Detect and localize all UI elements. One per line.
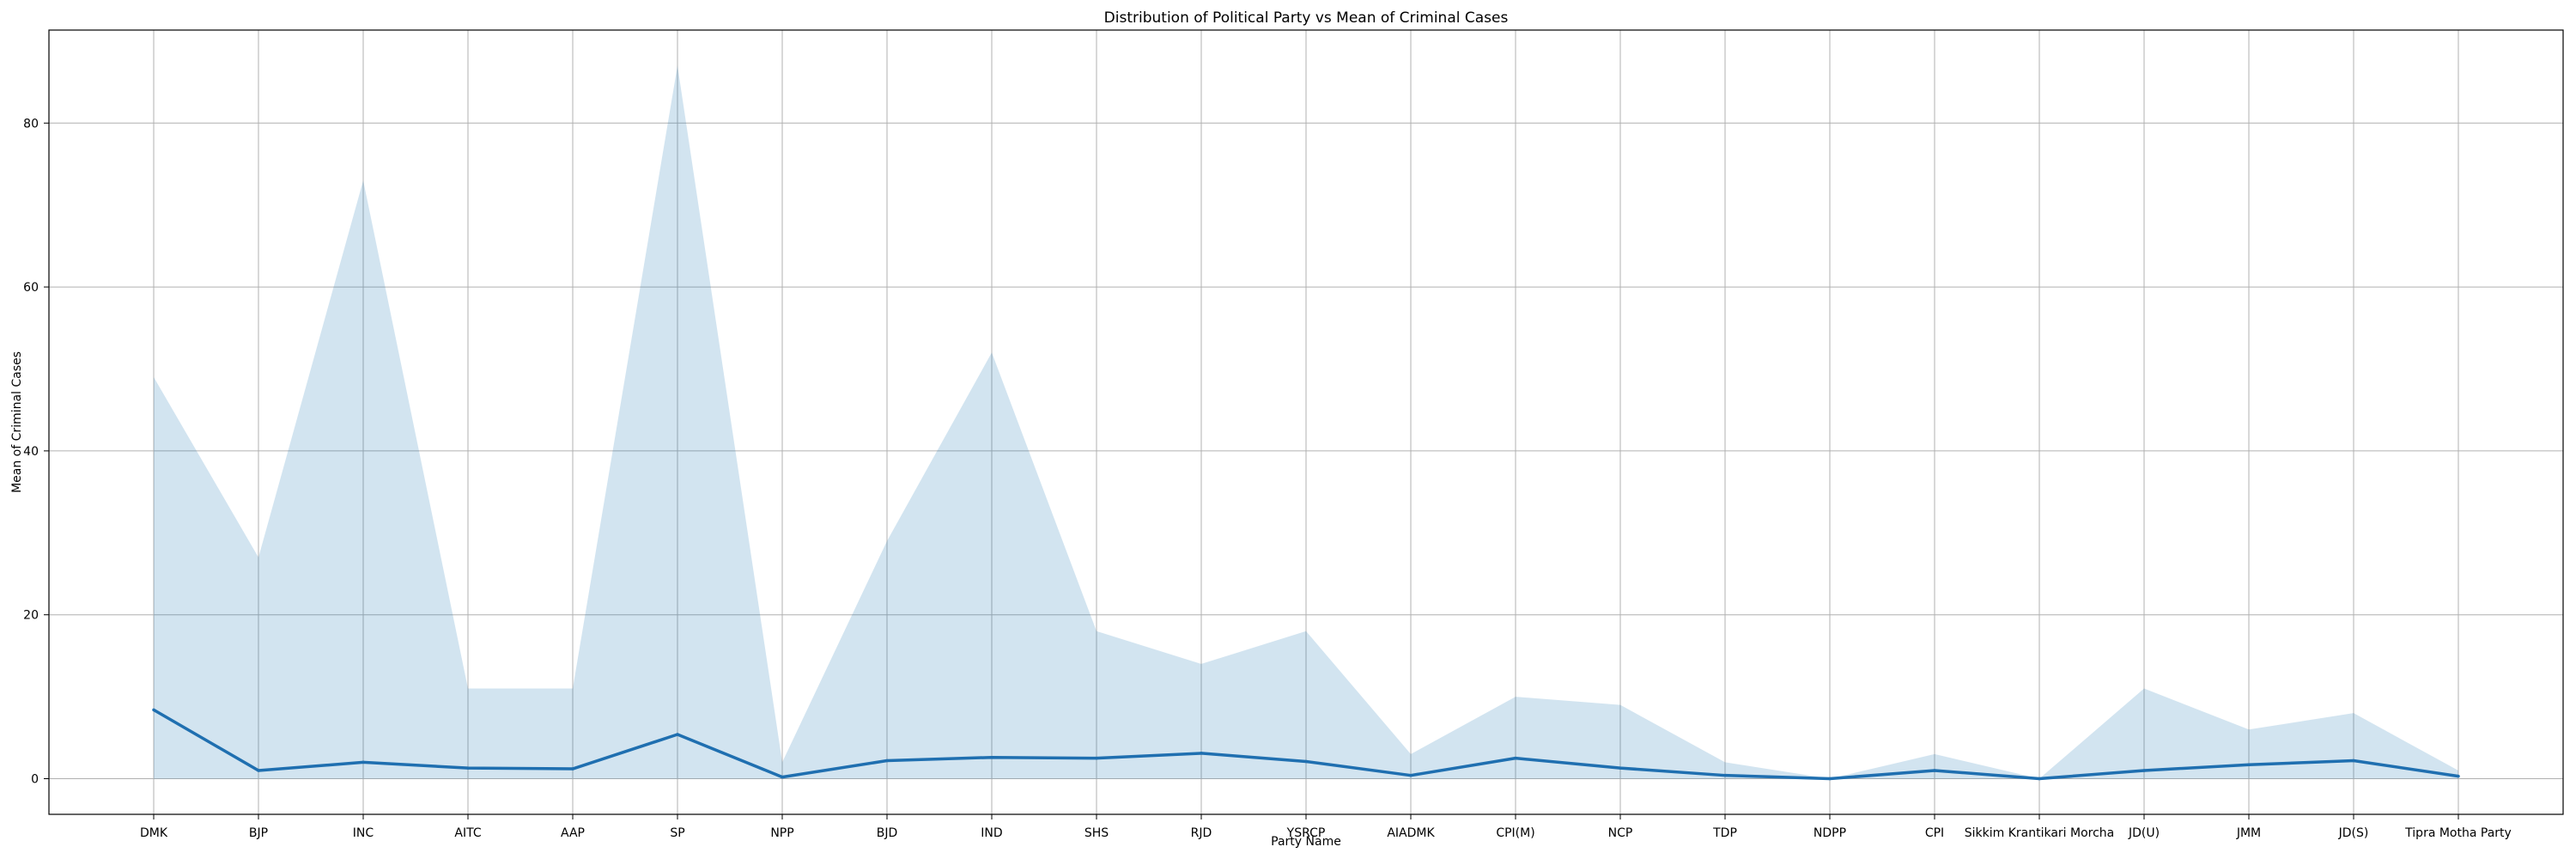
x-tick-label: TDP [1712, 826, 1737, 840]
x-tick-label: Tipra Motha Party [2404, 826, 2512, 840]
confidence-band [154, 65, 2458, 779]
x-tick-label: YSRCP [1286, 826, 1326, 840]
data-point [1723, 773, 1727, 777]
plot-frame [48, 29, 2564, 815]
x-tick-label: CPI(M) [1496, 826, 1534, 840]
x-tick-label: IND [981, 826, 1002, 840]
x-tick-label: AITC [454, 826, 481, 840]
data-point [1304, 759, 1308, 764]
y-axis-label: Mean of Criminal Cases [10, 351, 24, 493]
data-point [2038, 777, 2041, 781]
y-tick-label: 80 [23, 117, 39, 131]
x-tick-label: JMM [2236, 826, 2261, 840]
x-tick-label: RJD [1191, 826, 1212, 840]
data-point [1933, 769, 1936, 772]
y-tick-label: 20 [23, 609, 39, 623]
data-point [781, 775, 784, 779]
x-tick-label: JD(S) [2338, 826, 2369, 840]
y-tick-label: 40 [23, 445, 39, 459]
data-point [257, 769, 260, 772]
data-point [2457, 774, 2460, 778]
data-point [1828, 777, 1832, 781]
y-tick-label: 0 [31, 773, 39, 787]
x-tick-label: Sikkim Krantikari Morcha [1965, 826, 2115, 840]
data-point [1095, 756, 1098, 760]
x-axis-label: Party Name [1271, 835, 1341, 849]
data-point [885, 758, 889, 763]
chart-title: Distribution of Political Party vs Mean … [1104, 9, 1509, 27]
axes: DMK BJP INC AITC AAP SP NPP BJD IND SHS RJD YSRCP AI… [23, 29, 2564, 840]
data-point [1409, 773, 1413, 777]
data-point [571, 767, 574, 771]
data-point [1514, 756, 1517, 760]
y-tick-label: 60 [23, 281, 39, 295]
data-point [2352, 758, 2355, 763]
grid-lines [49, 30, 2563, 814]
x-tick-label: INC [353, 826, 374, 840]
x-tick-label: SP [670, 826, 684, 840]
x-tick-label: AAP [561, 826, 585, 840]
data-point [2247, 763, 2251, 767]
data-point [152, 708, 155, 712]
x-tick-label: NPP [770, 826, 793, 840]
x-tick-label: DMK [140, 826, 168, 840]
x-tick-label: NDPP [1814, 826, 1846, 840]
x-tick-label: BJP [249, 826, 268, 840]
x-tick-label: CPI [1925, 826, 1944, 840]
x-tick-label: NCP [1608, 826, 1633, 840]
x-tick-label: JD(U) [2128, 826, 2160, 840]
data-marks [152, 65, 2460, 781]
data-point [361, 760, 365, 765]
data-point [1619, 766, 1622, 770]
data-point [2142, 769, 2146, 772]
x-tick-label: BJD [877, 826, 898, 840]
data-point [676, 733, 679, 736]
data-point [990, 755, 993, 759]
x-tick-label: AIADMK [1387, 826, 1435, 840]
data-point [466, 766, 470, 770]
data-point [1200, 752, 1203, 755]
x-tick-label: SHS [1084, 826, 1109, 840]
